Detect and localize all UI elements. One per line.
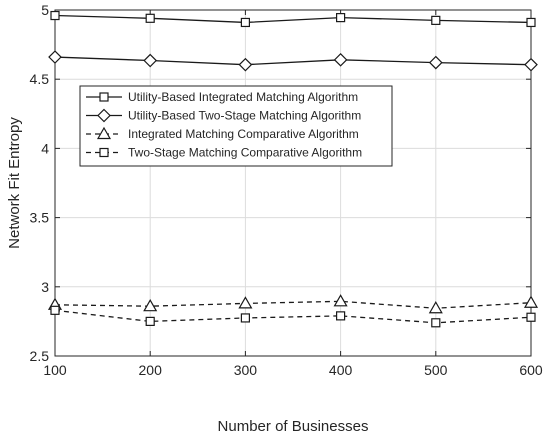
data-point bbox=[48, 50, 62, 64]
y-tick-label: 4 bbox=[41, 140, 49, 156]
data-point bbox=[333, 52, 348, 67]
data-point bbox=[523, 295, 539, 308]
data-point bbox=[431, 318, 441, 328]
x-tick-label: 500 bbox=[424, 362, 448, 378]
series-1 bbox=[50, 10, 536, 28]
series-3 bbox=[47, 294, 539, 314]
data-point bbox=[336, 311, 346, 321]
series-2 bbox=[48, 50, 538, 72]
x-tick-label: 600 bbox=[519, 362, 543, 378]
y-tick-label: 5 bbox=[41, 2, 49, 18]
data-point bbox=[50, 305, 60, 315]
series-layer bbox=[47, 10, 539, 328]
x-axis-label: Number of Businesses bbox=[218, 418, 369, 435]
legend-item: Utility-Based Integrated Matching Algori… bbox=[86, 90, 358, 104]
y-axis-label: Network Fit Entropy bbox=[6, 117, 23, 249]
data-point bbox=[240, 17, 250, 28]
data-point bbox=[50, 10, 60, 21]
data-point bbox=[143, 53, 158, 68]
data-point bbox=[333, 294, 348, 307]
legend: Utility-Based Integrated Matching Algori… bbox=[79, 85, 393, 167]
series-line bbox=[54, 309, 532, 324]
legend-marker bbox=[99, 147, 109, 158]
data-point bbox=[524, 57, 538, 72]
legend-label: Utility-Based Integrated Matching Algori… bbox=[128, 90, 358, 104]
data-point bbox=[526, 312, 536, 322]
legend-label: Two-Stage Matching Comparative Algorithm bbox=[128, 146, 362, 160]
legend-box bbox=[79, 85, 393, 167]
y-tick-label: 2.5 bbox=[30, 348, 50, 364]
x-tick-label: 400 bbox=[329, 362, 353, 378]
data-point bbox=[145, 13, 155, 23]
series-line bbox=[54, 300, 532, 309]
data-point bbox=[428, 55, 443, 70]
x-tick-label: 200 bbox=[139, 362, 163, 378]
legend-item: Two-Stage Matching Comparative Algorithm bbox=[86, 146, 362, 160]
data-point bbox=[145, 316, 155, 326]
y-tick-label: 4.5 bbox=[30, 71, 50, 87]
data-point bbox=[143, 298, 158, 312]
data-point bbox=[431, 15, 441, 25]
series-4 bbox=[50, 305, 536, 328]
legend-label: Integrated Matching Comparative Algorith… bbox=[128, 127, 359, 141]
data-point bbox=[238, 57, 253, 72]
data-point bbox=[428, 301, 443, 314]
legend-marker bbox=[96, 126, 112, 140]
y-tick-label: 3 bbox=[41, 279, 49, 295]
data-point bbox=[336, 13, 346, 23]
legend-label: Utility-Based Two-Stage Matching Algorit… bbox=[128, 109, 361, 123]
legend-marker bbox=[99, 92, 109, 102]
data-point bbox=[238, 296, 253, 309]
data-point bbox=[240, 313, 250, 323]
axis-ticks: 100 200 300 400 500 600 2.5 3 3.5 4 4.5 5 bbox=[30, 2, 543, 378]
plot-area-frame bbox=[54, 9, 532, 357]
series-line bbox=[54, 56, 532, 66]
legend-item: Integrated Matching Comparative Algorith… bbox=[86, 126, 359, 141]
x-tick-label: 300 bbox=[234, 362, 258, 378]
y-tick-label: 3.5 bbox=[30, 210, 50, 226]
series-line bbox=[54, 14, 532, 24]
legend-item: Utility-Based Two-Stage Matching Algorit… bbox=[86, 109, 361, 123]
legend-marker bbox=[97, 108, 111, 123]
x-tick-label: 100 bbox=[43, 362, 67, 378]
data-point bbox=[526, 17, 536, 28]
